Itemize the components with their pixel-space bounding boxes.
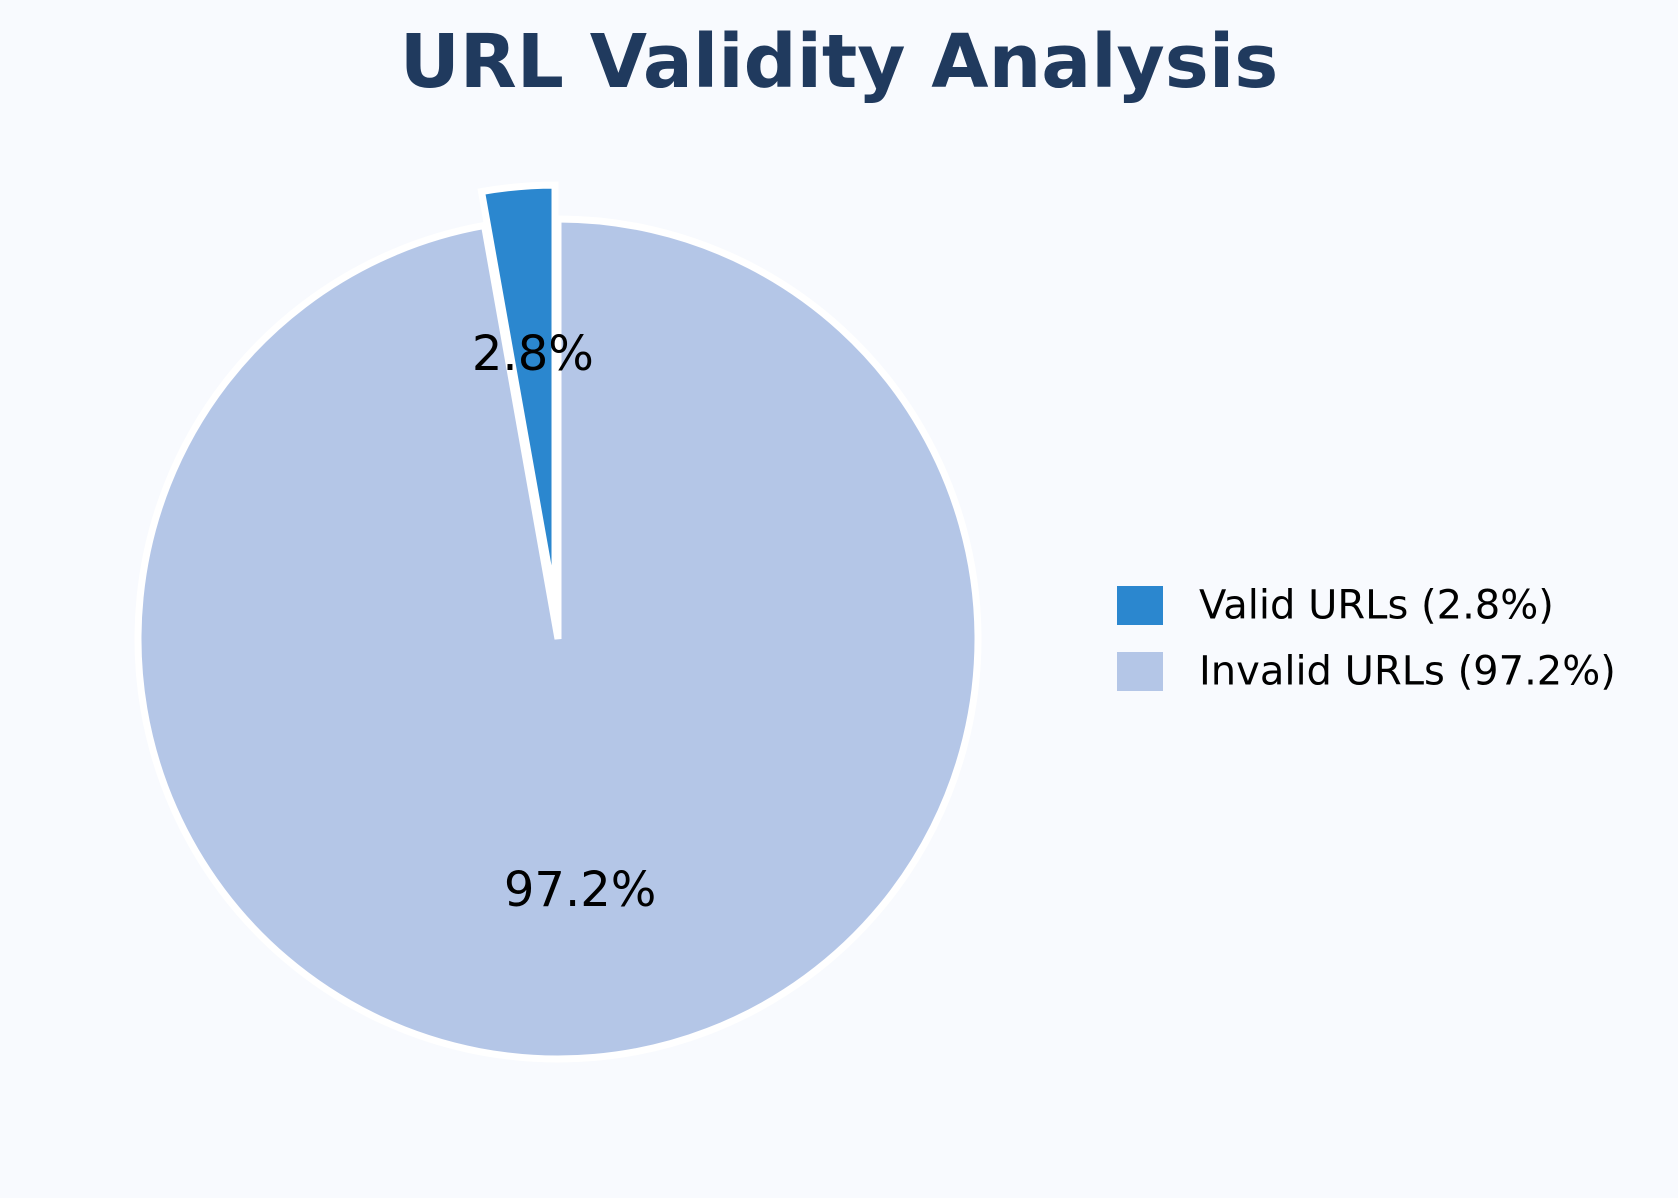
legend-swatch-invalid-urls [1117,652,1163,691]
legend-label-invalid-urls: Invalid URLs (97.2%) [1199,649,1616,695]
chart-title: URL Validity Analysis [400,19,1279,105]
slice-pct-label-valid-urls: 2.8% [472,326,594,382]
slice-pct-label-invalid-urls: 97.2% [504,862,656,918]
legend-label-valid-urls: Valid URLs (2.8%) [1199,583,1554,629]
legend-swatch-valid-urls [1117,586,1163,625]
